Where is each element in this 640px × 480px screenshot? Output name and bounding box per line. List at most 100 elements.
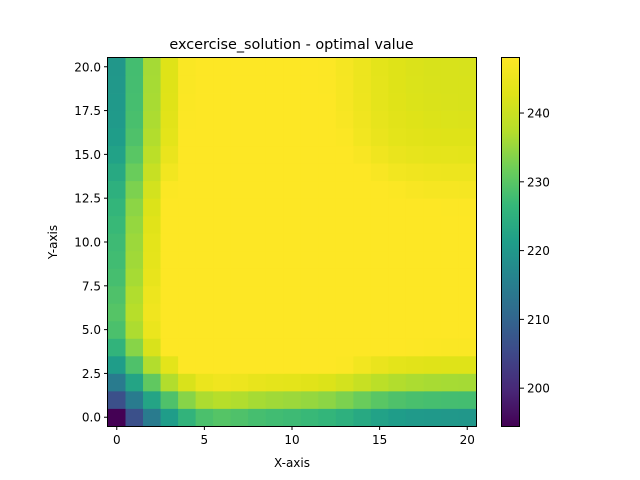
heatmap-cell (283, 250, 302, 269)
heatmap-cell (405, 303, 424, 322)
heatmap-cell (213, 145, 232, 164)
heatmap-cell (388, 285, 407, 304)
heatmap-cell (160, 75, 179, 94)
heatmap-cell (370, 268, 389, 287)
heatmap-cell (423, 390, 442, 409)
heatmap-cell (265, 390, 284, 409)
heatmap-cell (160, 93, 179, 111)
heatmap-cell (143, 338, 161, 357)
heatmap-cell (213, 215, 232, 234)
y-tick-label: 7.5 (82, 279, 101, 293)
heatmap-cell (143, 58, 161, 76)
heatmap-cell (160, 390, 179, 409)
heatmap-cell (143, 145, 161, 164)
heatmap-cell (265, 198, 284, 217)
heatmap-cell (265, 128, 284, 147)
heatmap-cell (125, 408, 144, 427)
heatmap-cell (195, 110, 214, 129)
heatmap-cell (248, 75, 267, 94)
heatmap-cell (108, 110, 126, 129)
heatmap-cell (195, 355, 214, 374)
heatmap-cell (143, 75, 161, 94)
heatmap-cell (230, 355, 249, 374)
heatmap-cell (353, 233, 372, 252)
heatmap-cell (108, 408, 126, 427)
heatmap-cell (283, 320, 302, 339)
heatmap-cell (318, 355, 337, 374)
heatmap-cell (370, 110, 389, 129)
heatmap-cell (423, 268, 442, 287)
heatmap-cell (423, 285, 442, 304)
heatmap-cell (160, 58, 179, 76)
heatmap-cell (230, 373, 249, 392)
heatmap-cell (195, 303, 214, 322)
heatmap-cell (388, 163, 407, 182)
y-tick-label: 2.5 (82, 367, 101, 381)
heatmap-cell (108, 285, 126, 304)
heatmap-cell (423, 163, 442, 182)
heatmap-cell (265, 408, 284, 427)
heatmap-cell (388, 233, 407, 252)
heatmap-cell (423, 320, 442, 339)
heatmap-cell (143, 93, 161, 111)
heatmap-cell (248, 338, 267, 357)
heatmap-cell (283, 198, 302, 217)
heatmap-cell (178, 390, 197, 409)
heatmap-cell (440, 233, 459, 252)
heatmap-cell (248, 355, 267, 374)
heatmap-cell (265, 58, 284, 76)
heatmap-cell (248, 93, 267, 111)
heatmap-cell (423, 408, 442, 427)
heatmap-cell (300, 145, 319, 164)
heatmap-cell (300, 355, 319, 374)
heatmap-cell (300, 180, 319, 199)
heatmap-cell (265, 93, 284, 111)
heatmap-cell (318, 58, 337, 76)
heatmap-cell (195, 285, 214, 304)
heatmap-cell (353, 408, 372, 427)
heatmap-cell (423, 338, 442, 357)
heatmap-cell (108, 250, 126, 269)
heatmap-cell (353, 93, 372, 111)
heatmap-cell (318, 250, 337, 269)
heatmap-cell (125, 250, 144, 269)
heatmap-cell (353, 198, 372, 217)
heatmap-cell (230, 338, 249, 357)
heatmap-cell (318, 303, 337, 322)
heatmap-cell (335, 355, 354, 374)
heatmap-cell (318, 233, 337, 252)
heatmap-cell (178, 145, 197, 164)
heatmap-cell (283, 75, 302, 94)
heatmap-cell (108, 268, 126, 287)
heatmap-cell (143, 390, 161, 409)
heatmap-cell (213, 233, 232, 252)
heatmap-cell (125, 373, 144, 392)
heatmap-cell (388, 215, 407, 234)
heatmap-cell (283, 268, 302, 287)
heatmap-cell (405, 373, 424, 392)
heatmap-cell (160, 268, 179, 287)
heatmap-cell (370, 180, 389, 199)
colorbar-ticks: 200 210 220 230 240 (520, 107, 550, 396)
heatmap-cell (195, 390, 214, 409)
heatmap-cell (248, 233, 267, 252)
heatmap-cell (405, 93, 424, 111)
heatmap-cell (388, 75, 407, 94)
heatmap-cell (213, 198, 232, 217)
heatmap-cell (213, 408, 232, 427)
heatmap-cell (440, 145, 459, 164)
heatmap-cell (405, 338, 424, 357)
heatmap-cell (178, 198, 197, 217)
x-tick-label: 0 (113, 433, 121, 447)
heatmap-cell (388, 408, 407, 427)
heatmap-cell (388, 390, 407, 409)
heatmap-cell (143, 373, 161, 392)
heatmap-cell (283, 390, 302, 409)
y-tick-label: 5.0 (82, 323, 101, 337)
heatmap-cell (300, 75, 319, 94)
heatmap-cell (388, 110, 407, 129)
heatmap-cell (230, 233, 249, 252)
heatmap-cell (353, 338, 372, 357)
heatmap-cell (458, 145, 477, 164)
